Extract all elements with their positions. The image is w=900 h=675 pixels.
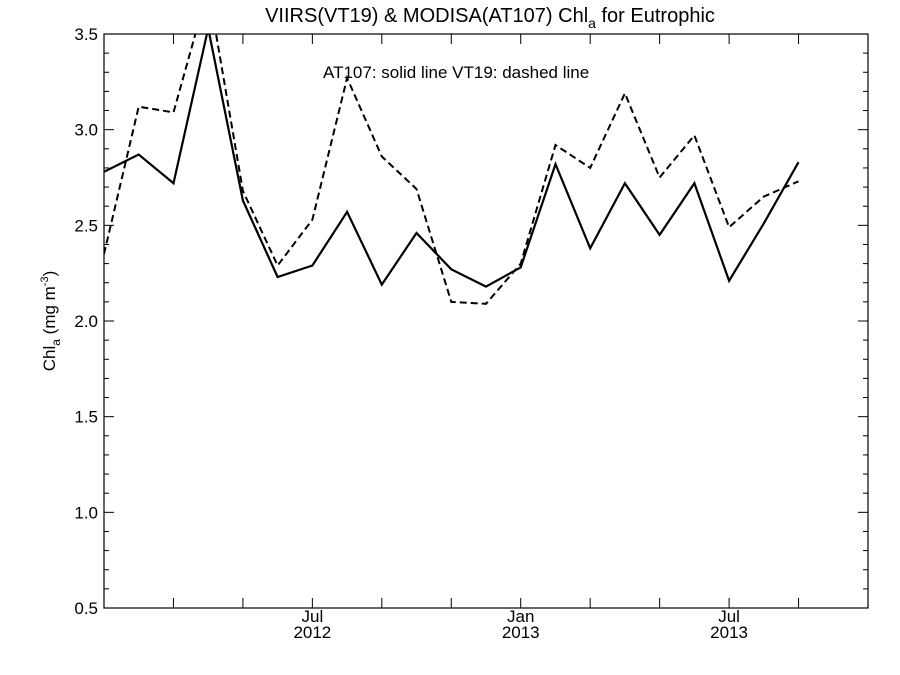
y-tick-label: 1.5: [74, 408, 98, 427]
y-tick-label: 3.5: [74, 25, 98, 44]
y-axis-label-units: (mg m: [40, 286, 59, 339]
x-tick-label-month: Jan: [507, 607, 534, 626]
x-tick-label: Jan 2013: [502, 607, 540, 642]
x-tick-label-year: 2012: [293, 623, 331, 642]
series-layer: [104, 34, 800, 305]
series-line-at107: [104, 34, 800, 288]
x-tick-label-month: Jul: [301, 607, 323, 626]
y-axis-label-close: ): [40, 271, 59, 277]
x-tick-label: Jul 2012: [293, 607, 331, 642]
x-tick-label-year: 2013: [502, 623, 540, 642]
y-axis-label-subscript: a: [49, 339, 63, 346]
y-tick-label: 2.5: [74, 216, 98, 235]
y-axis-label-main: Chl: [40, 346, 59, 372]
y-tick-label: 3.0: [74, 121, 98, 140]
chart-title-subscript: a: [588, 15, 596, 31]
y-tick-label: 0.5: [74, 599, 98, 618]
y-axis-label-superscript: -3: [39, 276, 51, 286]
y-tick-label: 2.0: [74, 312, 98, 331]
chart-title-main: VIIRS(VT19) & MODISA(AT107) Chl: [265, 5, 588, 27]
chart-title: VIIRS(VT19) & MODISA(AT107) Chla for Eut…: [265, 5, 715, 31]
legend-annotation: AT107: solid line VT19: dashed line: [323, 63, 589, 82]
series-line-vt19: [104, 34, 799, 305]
plot-frame: [103, 33, 869, 609]
x-tick-label-month: Jul: [718, 607, 740, 626]
y-tick-label: 1.0: [74, 503, 98, 522]
x-tick-label: Jul 2013: [710, 607, 748, 642]
x-tick-label-year: 2013: [710, 623, 748, 642]
y-axis: 0.5 1.0 1.5 2.0 2.5 3.0 3.5: [74, 25, 868, 618]
y-axis-label: Chla (mg m-3): [39, 271, 63, 372]
chart-title-tail: for Eutrophic: [596, 5, 715, 27]
